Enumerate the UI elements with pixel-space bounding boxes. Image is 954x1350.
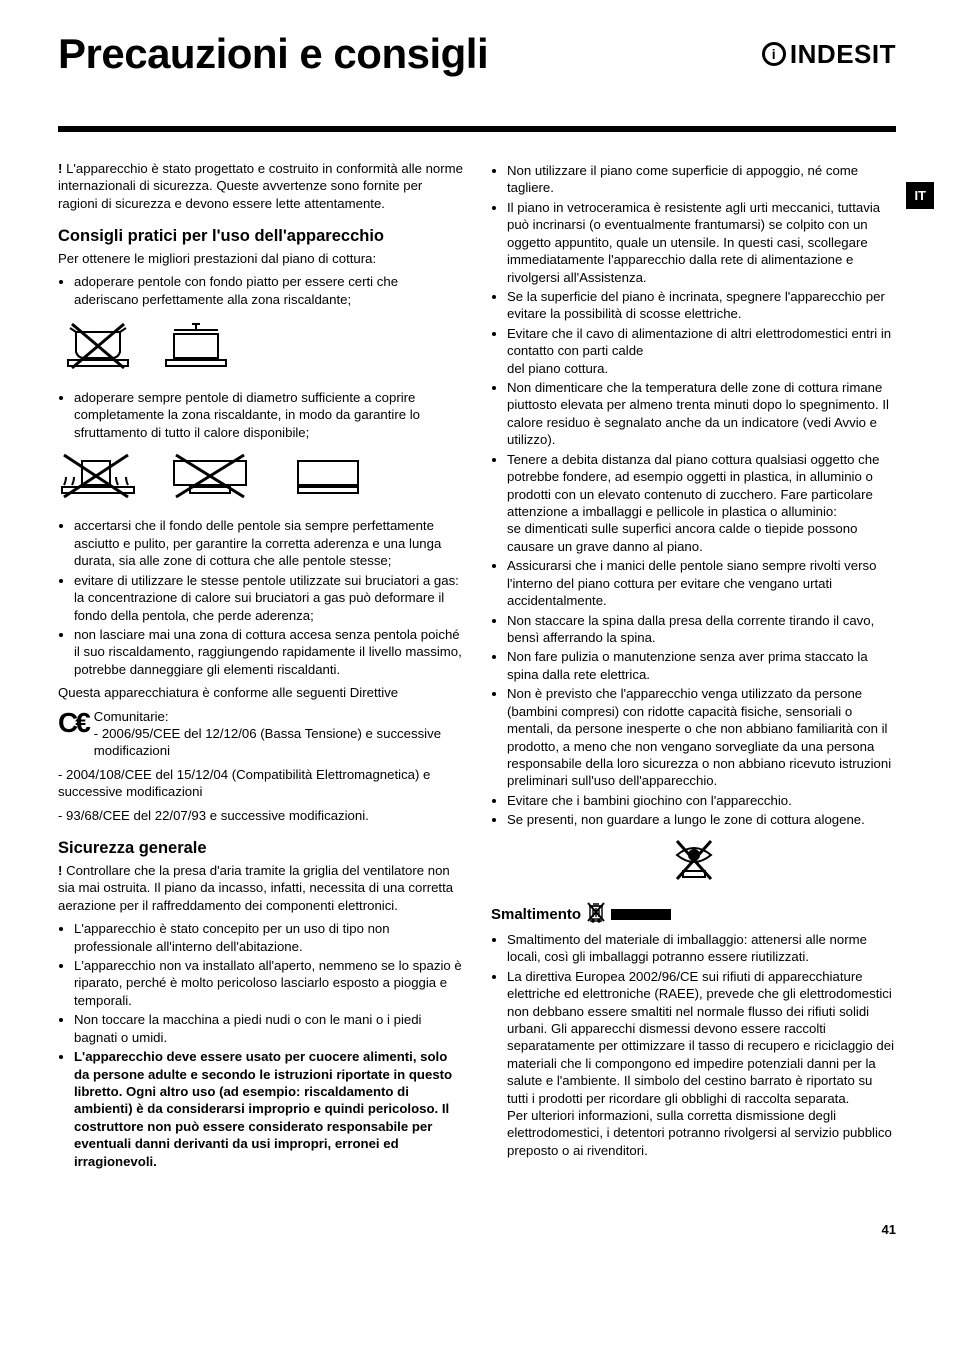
- bullet: adoperare pentole con fondo piatto per e…: [74, 273, 463, 308]
- page-title: Precauzioni e consigli: [58, 30, 488, 78]
- bullet: Evitare che i bambini giochino con l'app…: [507, 792, 896, 809]
- left-column: ! L'apparecchio è stato progettato e cos…: [58, 160, 463, 1176]
- bullet: Assicurarsi che i manici delle pentole s…: [507, 557, 896, 609]
- bullet: L'apparecchio è stato concepito per un u…: [74, 920, 463, 955]
- bullet: Non fare pulizia o manutenzione senza av…: [507, 648, 896, 683]
- bullet: Se presenti, non guardare a lungo le zon…: [507, 811, 896, 828]
- heading-smaltimento: Smaltimento: [491, 901, 896, 929]
- heading-consigli: Consigli pratici per l'uso dell'apparecc…: [58, 226, 463, 248]
- bullet: Non staccare la spina dalla presa della …: [507, 612, 896, 647]
- bullet: L'apparecchio non va installato all'aper…: [74, 957, 463, 1009]
- sic-intro: ! Controllare che la presa d'aria tramit…: [58, 862, 463, 914]
- bullet: Evitare che il cavo di alimentazione di …: [507, 325, 896, 377]
- page-number: 41: [58, 1222, 896, 1237]
- brand-logo: i INDESIT: [762, 39, 896, 70]
- ce-block: C€ Comunitarie: - 2006/95/CEE del 12/12/…: [58, 708, 463, 760]
- pot-diagram-1: [58, 314, 463, 380]
- bullet: accertarsi che il fondo delle pentole si…: [74, 517, 463, 569]
- ce-mark-icon: C€: [58, 708, 88, 735]
- pot-diagram-2: [58, 447, 463, 509]
- no-stare-icon: [491, 835, 896, 889]
- bullet: Non utilizzare il piano come superficie …: [507, 162, 896, 197]
- heading-bar: [611, 909, 671, 920]
- right-column: Non utilizzare il piano come superficie …: [491, 160, 896, 1176]
- bullet-bold: L'apparecchio deve essere usato per cuoc…: [74, 1048, 463, 1170]
- bullet: evitare di utilizzare le stesse pentole …: [74, 572, 463, 624]
- bullet: Non toccare la macchina a piedi nudi o c…: [74, 1011, 463, 1046]
- language-tag: IT: [906, 182, 934, 209]
- bin-icon: [587, 901, 605, 929]
- bullet: La direttiva Europea 2002/96/CE sui rifi…: [507, 968, 896, 1160]
- bullet: adoperare sempre pentole di diametro suf…: [74, 389, 463, 441]
- bullet: Smaltimento del materiale di imballaggio…: [507, 931, 896, 966]
- directives-intro: Questa apparecchiatura è conforme alle s…: [58, 684, 463, 701]
- consigli-intro: Per ottenere le migliori prestazioni dal…: [58, 250, 463, 267]
- dir-line: - 93/68/CEE del 22/07/93 e successive mo…: [58, 807, 463, 824]
- bullet: Tenere a debita distanza dal piano cottu…: [507, 451, 896, 556]
- dir-line: Comunitarie:: [94, 709, 169, 724]
- header-rule: [58, 126, 896, 132]
- bullet: Se la superficie del piano è incrinata, …: [507, 288, 896, 323]
- bullet: Non dimenticare che la temperatura delle…: [507, 379, 896, 449]
- bullet: non lasciare mai una zona di cottura acc…: [74, 626, 463, 678]
- brand-dot-icon: i: [762, 42, 786, 66]
- bullet: Il piano in vetroceramica è resistente a…: [507, 199, 896, 286]
- intro-paragraph: ! L'apparecchio è stato progettato e cos…: [58, 160, 463, 212]
- dir-line: - 2004/108/CEE del 15/12/04 (Compatibili…: [58, 766, 463, 801]
- bullet: Non è previsto che l'apparecchio venga u…: [507, 685, 896, 790]
- brand-text: INDESIT: [790, 39, 896, 70]
- dir-line: - 2006/95/CEE del 12/12/06 (Bassa Tensio…: [94, 726, 441, 758]
- heading-sicurezza: Sicurezza generale: [58, 838, 463, 860]
